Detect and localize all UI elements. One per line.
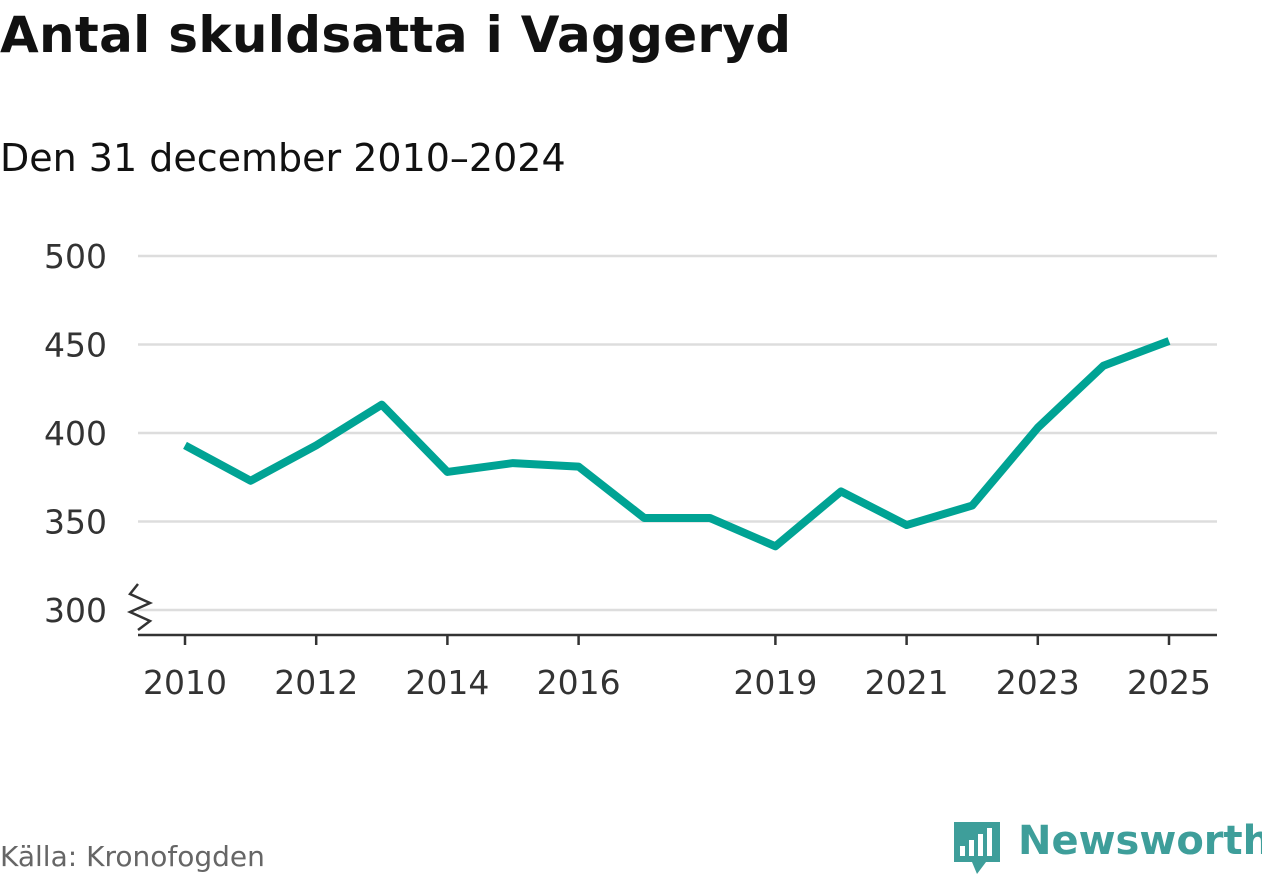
grid-lines: [138, 254, 1217, 612]
chart-subtitle: Den 31 december 2010–2024: [0, 136, 566, 180]
x-tick-label: 2019: [733, 663, 817, 702]
x-axis-ticks: 2010 2012 2014 2016 2019 2021 2023 2025: [143, 635, 1211, 702]
x-tick-label: 2025: [1127, 663, 1211, 702]
y-tick-label: 500: [44, 237, 107, 276]
y-tick-label: 350: [44, 503, 107, 542]
y-tick-label: 400: [44, 414, 107, 453]
source-note: Källa: Kronofogden: [0, 840, 265, 873]
x-tick-label: 2014: [405, 663, 489, 702]
x-tick-label: 2021: [865, 663, 949, 702]
x-tick-label: 2023: [996, 663, 1080, 702]
y-axis-ticks: 300 350 400 450 500: [44, 237, 107, 630]
x-tick-label: 2010: [143, 663, 227, 702]
x-tick-label: 2016: [537, 663, 621, 702]
x-tick-label: 2012: [274, 663, 358, 702]
y-tick-label: 450: [44, 326, 107, 365]
newsworthy-logo-icon: [954, 822, 1000, 874]
chart-title: Antal skuldsatta i Vaggeryd: [0, 6, 792, 64]
line-chart: 300 350 400 450 500 2010 2012 2014 2016 2019 2021…: [44, 237, 1217, 702]
axis-break-icon: [126, 583, 154, 631]
brand-name: Newsworthy: [1018, 818, 1262, 864]
series-line: [183, 337, 1171, 551]
y-tick-label: 300: [44, 591, 107, 630]
